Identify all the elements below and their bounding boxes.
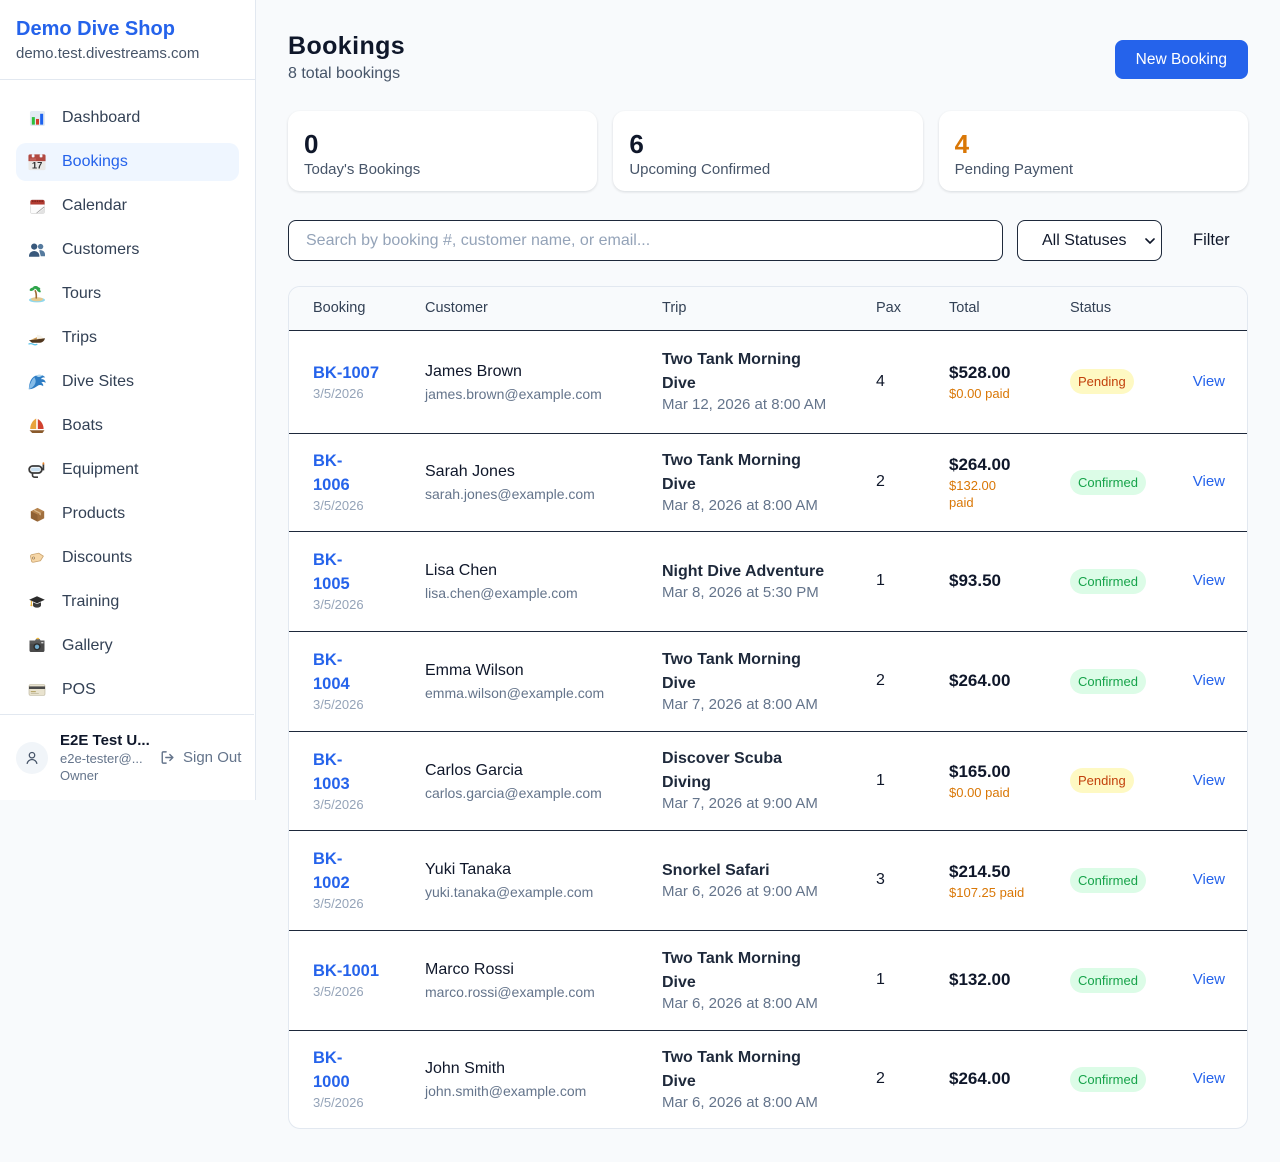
- svg-text:17: 17: [32, 160, 43, 171]
